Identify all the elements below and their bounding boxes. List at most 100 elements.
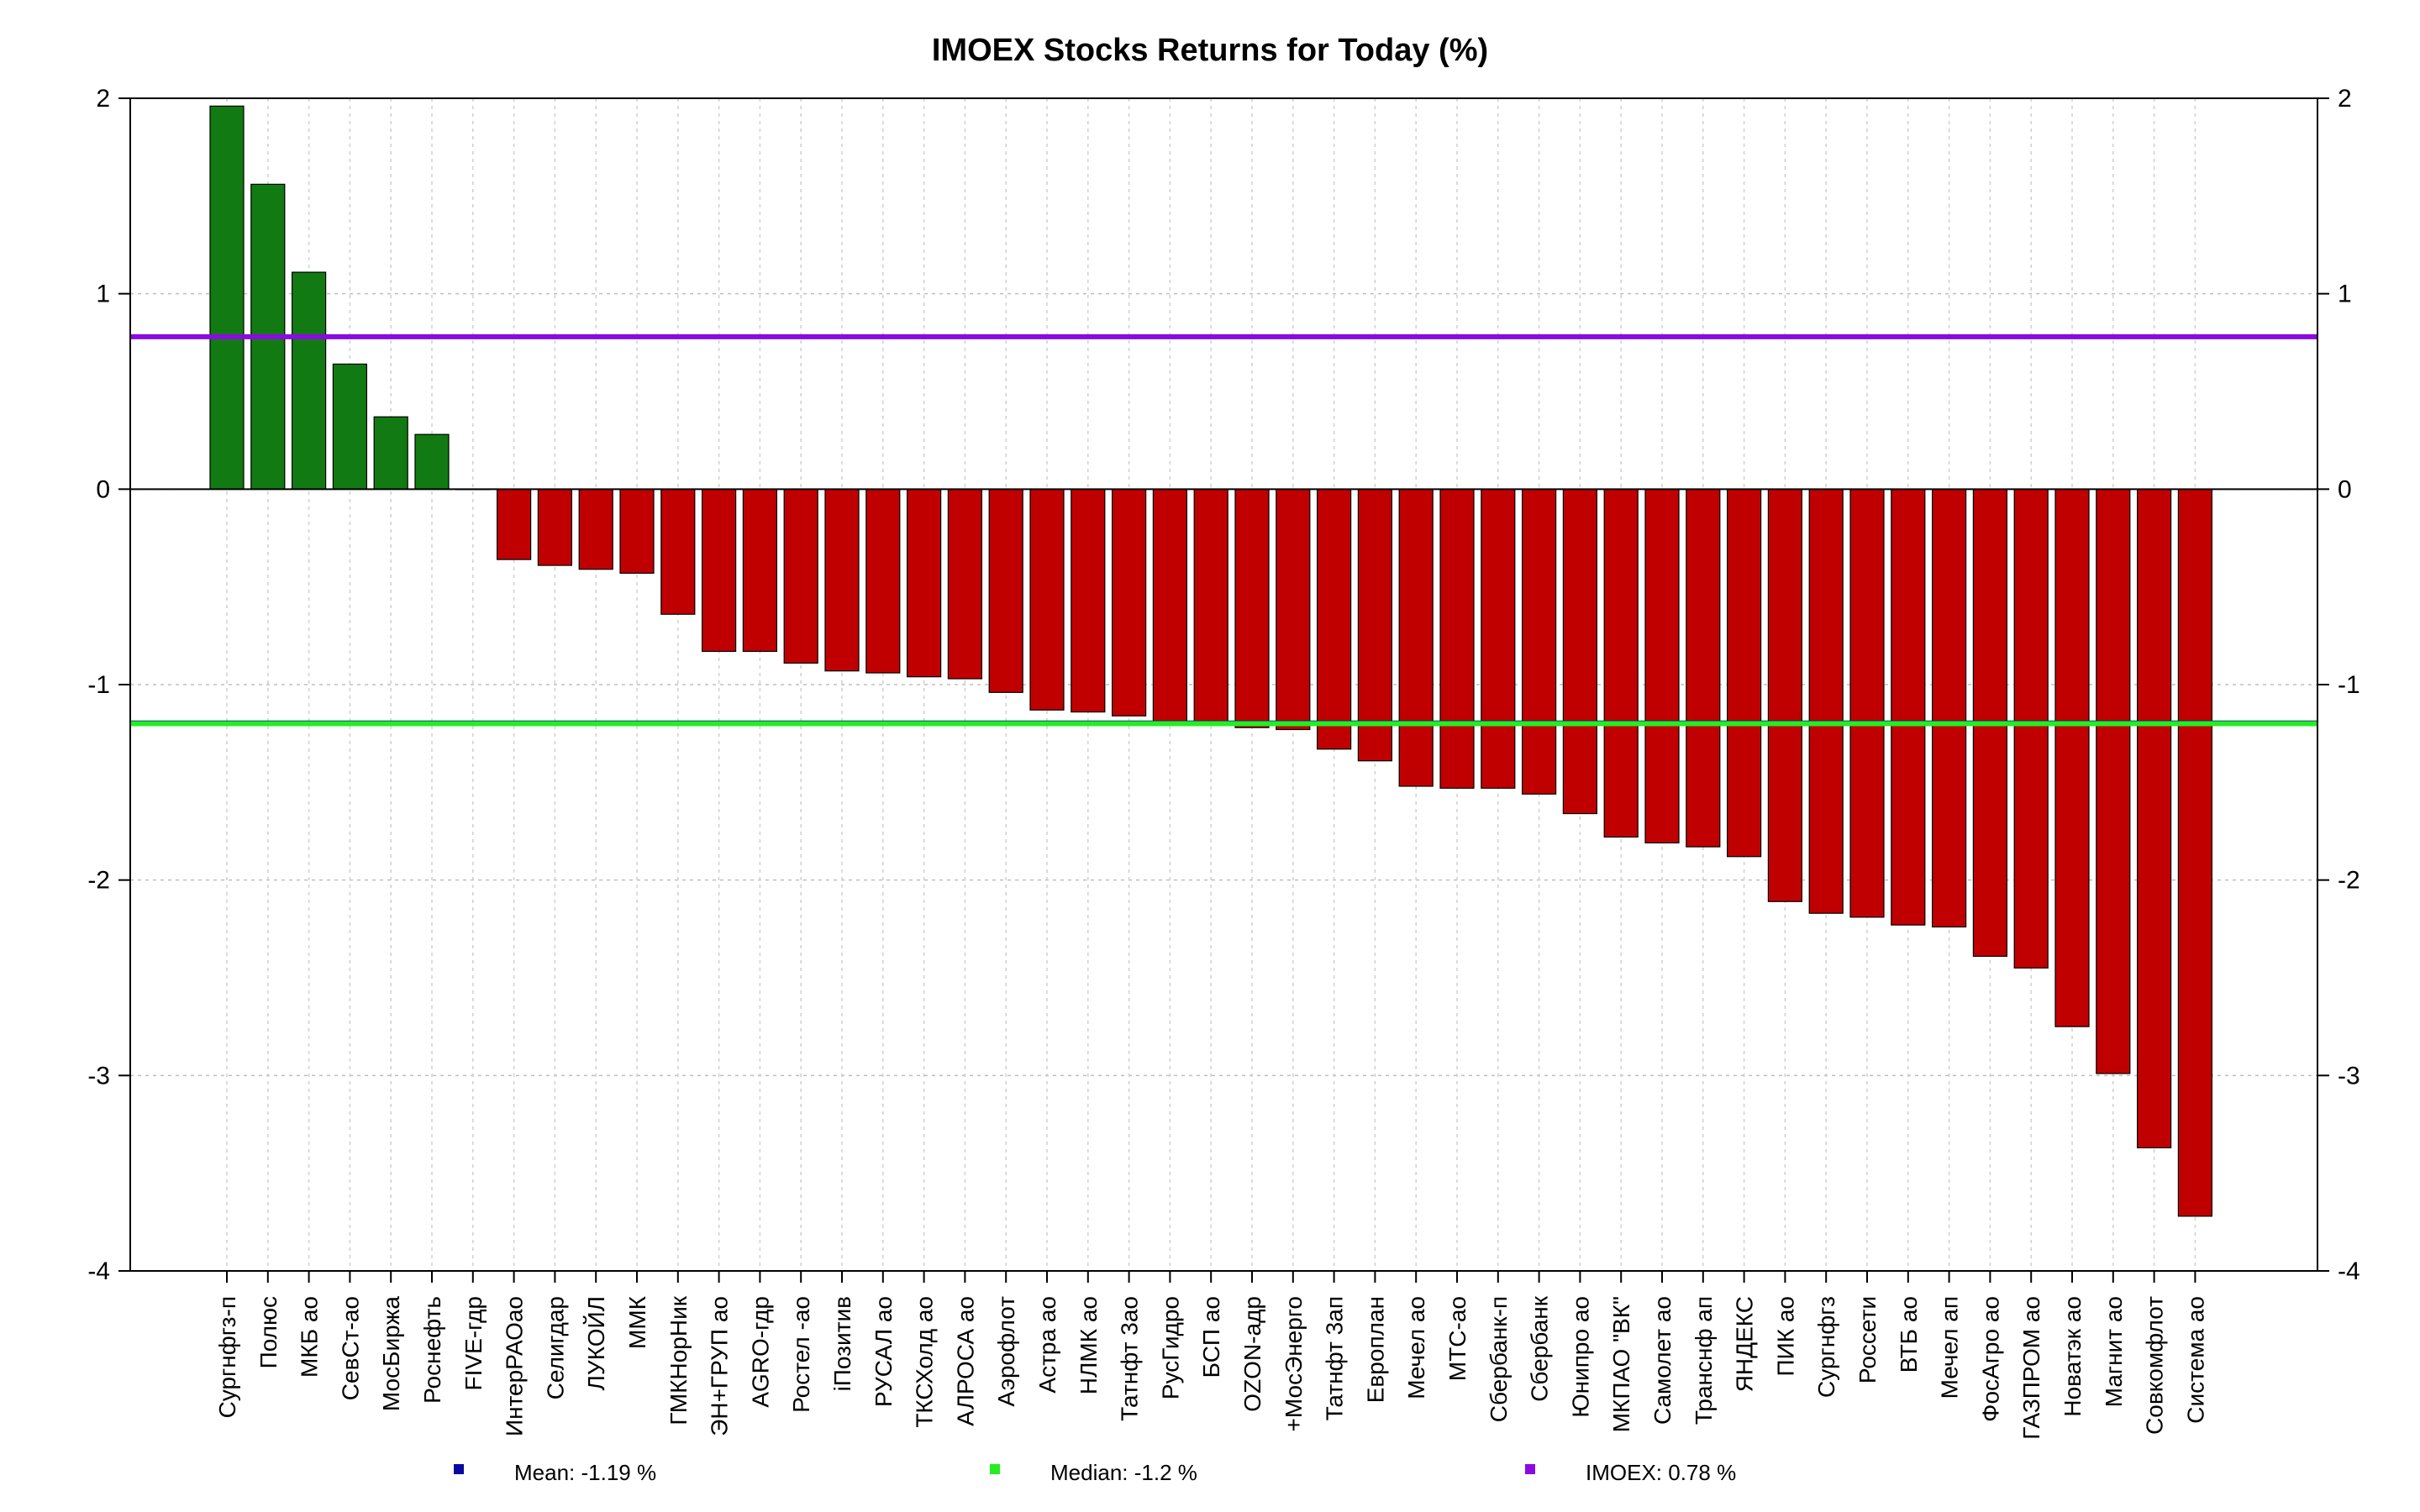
bar-33 (1562, 488, 1598, 815)
legend-swatch-2 (1525, 1464, 1535, 1474)
bar-31 (1481, 488, 1516, 789)
bar-5 (414, 433, 450, 490)
x-tick-label: Ростел -ао (788, 1296, 814, 1413)
x-tick-label: Магнит ао (2101, 1296, 2127, 1407)
bar-30 (1439, 488, 1475, 789)
bar-32 (1521, 488, 1557, 795)
bar-2 (292, 271, 327, 490)
bar-20 (1029, 488, 1065, 711)
x-tick-label: OZON-адр (1239, 1296, 1265, 1412)
x-tick-label: МосБиржа (378, 1296, 404, 1412)
bar-14 (783, 488, 818, 664)
x-tick-label: Самолет ао (1649, 1296, 1676, 1425)
legend: Mean: -1.19 % Median: -1.2 % IMOEX: 0.78 % (454, 1460, 1736, 1485)
x-tick-label: ГАЗПРОМ ао (2018, 1296, 2044, 1440)
x-tick-label: Селигдар (542, 1296, 568, 1399)
y-tick-label-right: 0 (2338, 475, 2352, 503)
x-tick-label: БСП ао (1198, 1296, 1224, 1378)
bar-26 (1276, 488, 1311, 731)
bar-44 (2013, 488, 2049, 969)
bar-48 (2177, 488, 2212, 1217)
bar-4 (373, 416, 408, 490)
x-tick-label: Новатэк ао (2060, 1296, 2086, 1417)
bar-21 (1071, 488, 1106, 713)
x-tick-label: Мечел ап (1937, 1296, 1963, 1399)
y-tick-label-left: -4 (87, 1257, 110, 1285)
x-tick-label: +МосЭнерго (1281, 1296, 1307, 1431)
bar-12 (701, 488, 737, 653)
x-tick-label: FIVE-гдр (460, 1296, 487, 1390)
legend-label-1: Median: -1.2 % (1050, 1460, 1197, 1485)
bar-47 (2137, 488, 2172, 1149)
bar-38 (1767, 488, 1802, 902)
y-tick-label-right: -1 (2338, 671, 2360, 699)
x-tick-label: Европлан (1362, 1296, 1388, 1403)
x-tick-label: МТС-ао (1444, 1296, 1470, 1381)
y-tick-label-right: -4 (2338, 1257, 2360, 1285)
bar-27 (1316, 488, 1352, 750)
y-tick-label-right: -3 (2338, 1062, 2360, 1089)
x-tick-label: РУСАЛ ао (871, 1296, 897, 1407)
bar-41 (1891, 488, 1926, 926)
x-tick-label: Роснефть (419, 1296, 445, 1404)
x-tick-label: Россети (1854, 1296, 1881, 1383)
reference-lines (130, 333, 2317, 727)
bar-11 (660, 488, 696, 615)
bar-25 (1234, 488, 1270, 728)
x-tick-label: Совкомфлот (2142, 1296, 2168, 1435)
x-tick-label: ПИК ао (1772, 1296, 1798, 1376)
bar-42 (1932, 488, 1967, 928)
x-tick-label: МКБ ао (297, 1296, 323, 1378)
bar-10 (619, 488, 655, 574)
x-tick-label: Аэрофлот (993, 1296, 1019, 1407)
bar-19 (988, 488, 1023, 693)
bar-13 (742, 488, 778, 653)
y-tick-label-left: 0 (96, 475, 110, 503)
bar-0 (209, 105, 245, 490)
x-tick-label: РусГидро (1157, 1296, 1183, 1399)
legend-swatch-0 (454, 1464, 464, 1474)
x-tick-label: ВТБ ао (1896, 1296, 1922, 1373)
legend-label-2: IMOEX: 0.78 % (1586, 1460, 1736, 1485)
bar-34 (1603, 488, 1639, 838)
x-tick-label: AGRO-гдр (747, 1296, 773, 1408)
y-tick-label-left: -1 (87, 671, 110, 699)
y-axis-left: 2 1 0 -1 -2 -3 -4 (87, 85, 130, 1285)
x-tick-label: Система ао (2182, 1296, 2208, 1424)
x-tick-label: Сургнфгз-п (214, 1296, 240, 1418)
bar-16 (865, 488, 901, 674)
x-tick-label: Сбербанк-п (1486, 1296, 1512, 1422)
bar-23 (1152, 488, 1188, 725)
y-tick-label-right: 2 (2338, 85, 2352, 113)
bar-29 (1398, 488, 1434, 787)
x-tick-label: Мечел ао (1403, 1296, 1429, 1399)
legend-swatch-1 (990, 1464, 1000, 1474)
bar-7 (496, 488, 532, 560)
x-tick-label: Юнипро ао (1567, 1296, 1593, 1418)
bar-36 (1686, 488, 1721, 848)
x-tick-label: Сбербанк (1527, 1295, 1553, 1402)
x-tick-label: МКПАО "ВК" (1608, 1296, 1634, 1432)
bar-18 (947, 488, 983, 680)
y-tick-label-left: -3 (87, 1062, 110, 1089)
bar-37 (1727, 488, 1762, 858)
x-tick-label: ИнтерРАОао (502, 1296, 528, 1436)
bar-46 (2096, 488, 2131, 1074)
y-tick-label-right: -2 (2338, 867, 2360, 895)
x-tick-label: СевСт-ао (337, 1296, 363, 1400)
bar-17 (906, 488, 942, 678)
x-tick-label: iПозитив (829, 1296, 855, 1391)
x-tick-label: ЛУКОЙЛ (583, 1296, 609, 1390)
x-tick-label: Полюс (255, 1296, 281, 1368)
bar-3 (332, 363, 367, 490)
y-tick-label-left: 1 (96, 281, 110, 308)
x-axis-labels: Сургнфгз-п Полюс МКБ ао СевСт-ао МосБиржа Рос… (214, 1271, 2208, 1440)
bars-group (209, 105, 2212, 1217)
x-tick-label: Татнфт 3ао (1117, 1296, 1143, 1421)
bar-8 (537, 488, 573, 566)
y-tick-label-right: 1 (2338, 281, 2352, 308)
x-tick-label: ТКСХолд ао (912, 1296, 938, 1428)
x-tick-label: АЛРОСА ао (952, 1296, 978, 1426)
x-tick-label: ЭН+ГРУП ао (707, 1296, 733, 1436)
